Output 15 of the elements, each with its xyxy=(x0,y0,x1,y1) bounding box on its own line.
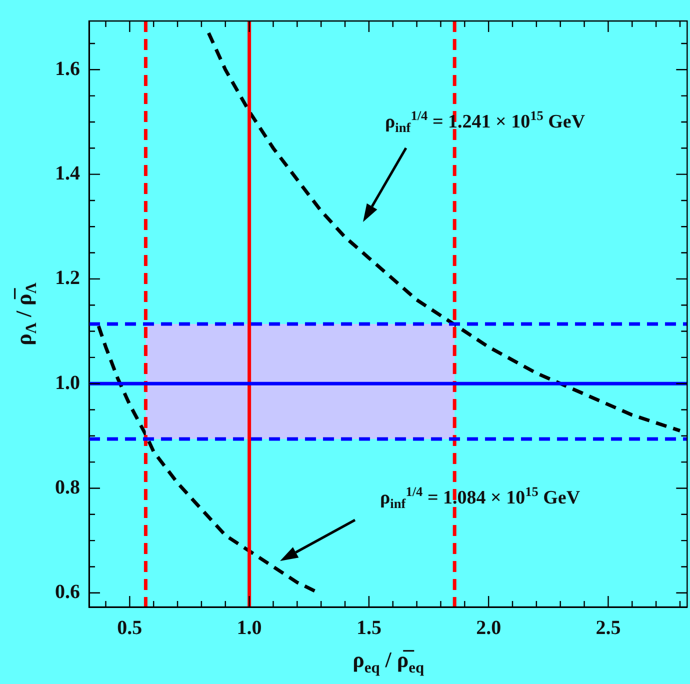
y-tick-label: 1.4 xyxy=(55,162,80,184)
y-tick-label: 1.2 xyxy=(55,267,80,290)
x-tick-label: 2.0 xyxy=(476,617,502,640)
y-tick-label: 1.6 xyxy=(55,58,80,80)
x-tick-label: 0.5 xyxy=(117,617,142,640)
x-tick-label: 2.5 xyxy=(596,617,621,640)
x-axis-title: ρ$_{eq}$ / ρ̅$_{eq}$ xyxy=(352,647,424,678)
annotation: ρ$_{inf}$$^{1/4}$ = 1.241 × 10$^{15}$ GeV xyxy=(385,108,586,136)
x-tick-label: 1.5 xyxy=(356,617,382,640)
y-tick-label: 0.6 xyxy=(55,581,80,604)
line-series xyxy=(206,31,682,432)
x-tick-label: 1.0 xyxy=(236,617,262,640)
annotation: ρ$_{inf}$$^{1/4}$ = 1.084 × 10$^{15}$ GeV xyxy=(380,484,580,512)
y-tick-label: 1.0 xyxy=(55,372,80,394)
y-tick-label: 0.8 xyxy=(55,476,80,498)
